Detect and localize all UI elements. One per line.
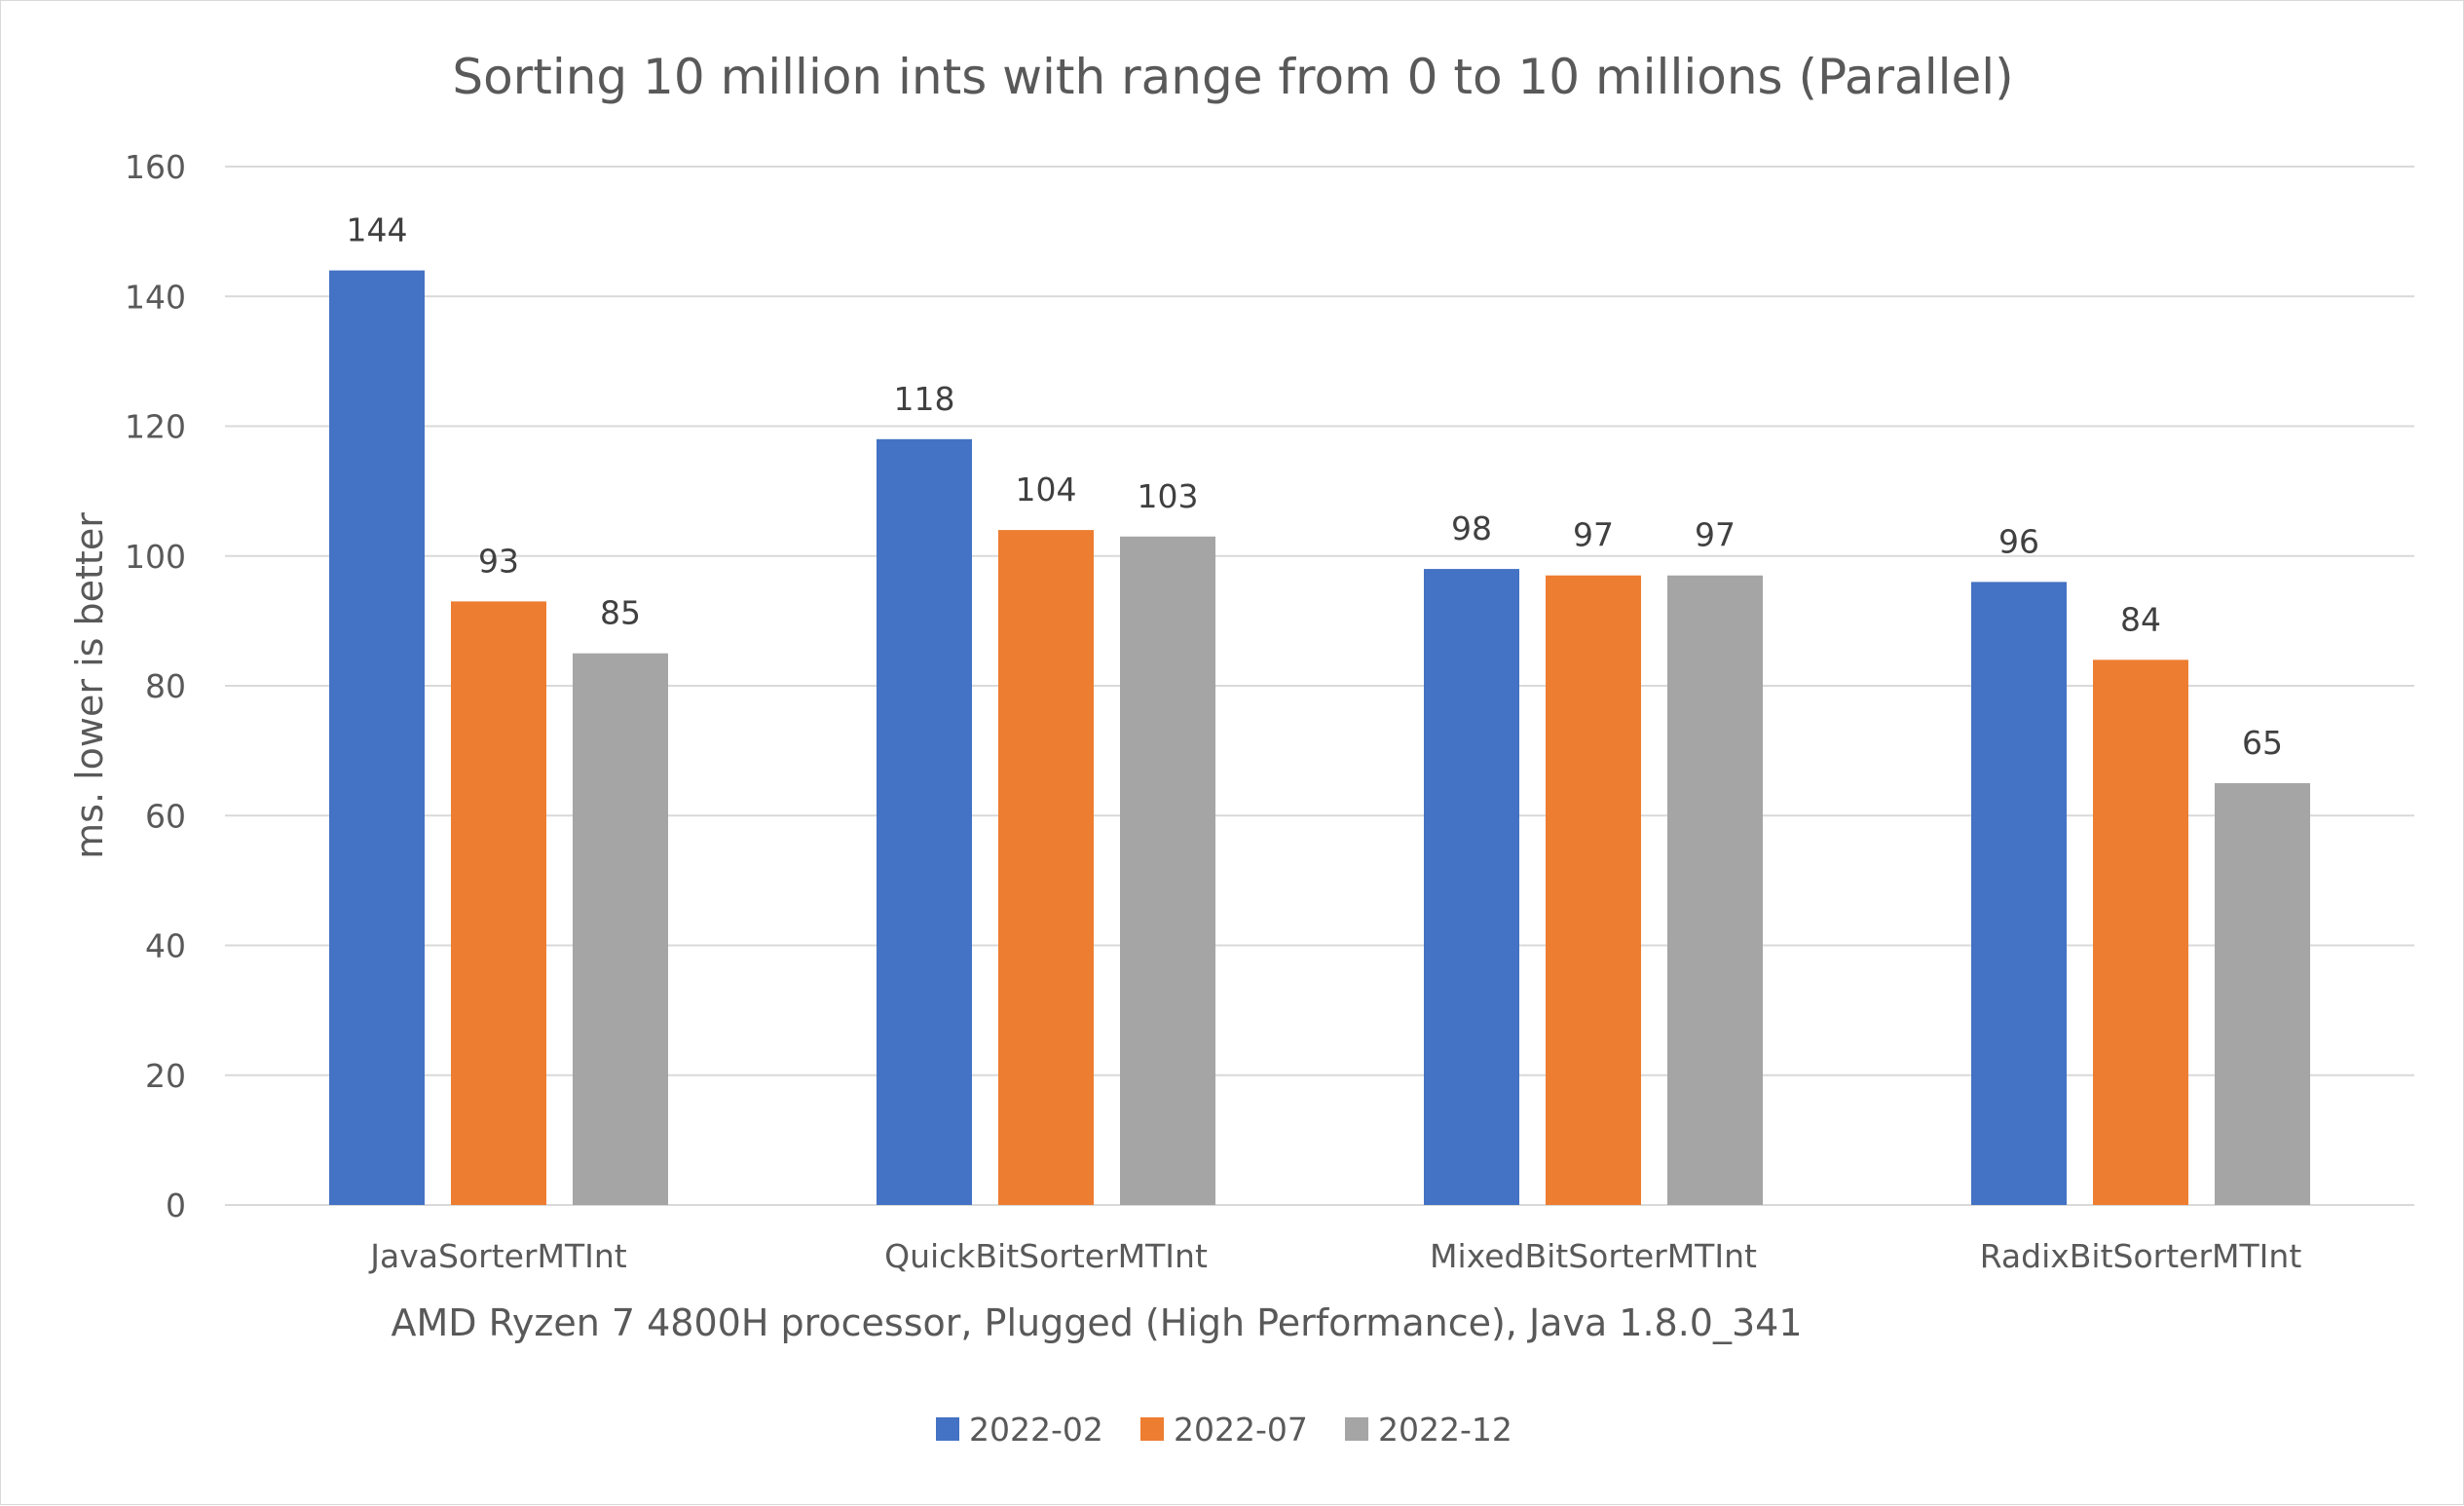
x-tick-label: QuickBitSorterMTInt xyxy=(884,1237,1208,1275)
data-label: 84 xyxy=(2120,600,2161,638)
data-label: 103 xyxy=(1138,477,1199,515)
bar-2022-07-JavaSorterMTInt xyxy=(451,601,546,1205)
data-label: 65 xyxy=(2242,724,2283,762)
y-ticks: 0 20 40 60 80 100 120 140 160 xyxy=(125,148,186,1224)
bar-2022-12-MixedBitSorterMTInt xyxy=(1667,575,1763,1205)
bar-2022-02-RadixBitSorterMTInt xyxy=(1971,582,2067,1205)
y-tick-label: 120 xyxy=(125,408,186,446)
y-tick-label: 60 xyxy=(145,797,186,835)
y-tick-label: 100 xyxy=(125,538,186,576)
x-tick-label: JavaSorterMTInt xyxy=(368,1237,626,1275)
legend-swatch xyxy=(1345,1417,1368,1441)
legend-label: 2022-02 xyxy=(969,1411,1103,1449)
y-tick-label: 160 xyxy=(125,148,186,186)
legend-swatch xyxy=(1140,1417,1164,1441)
data-label: 97 xyxy=(1695,516,1736,554)
data-labels: 144 93 85 118 104 103 98 97 97 96 84 65 xyxy=(347,211,2284,762)
x-tick-label: MixedBitSorterMTInt xyxy=(1430,1237,1757,1275)
bar-2022-02-JavaSorterMTInt xyxy=(329,270,425,1206)
data-label: 85 xyxy=(600,594,641,632)
y-axis-title: ms. lower is better xyxy=(68,512,111,859)
legend-label: 2022-12 xyxy=(1378,1411,1512,1449)
data-label: 118 xyxy=(894,380,955,418)
y-tick-label: 140 xyxy=(125,278,186,316)
data-label: 96 xyxy=(1998,522,2039,560)
bar-2022-07-MixedBitSorterMTInt xyxy=(1546,575,1641,1205)
y-tick-label: 40 xyxy=(145,927,186,965)
y-tick-label: 20 xyxy=(145,1057,186,1095)
legend: 2022-02 2022-07 2022-12 xyxy=(936,1411,1512,1449)
bar-2022-12-JavaSorterMTInt xyxy=(573,653,668,1205)
data-label: 104 xyxy=(1016,471,1077,508)
x-axis-title: AMD Ryzen 7 4800H processor, Plugged (Hi… xyxy=(391,1301,1802,1344)
bar-2022-12-RadixBitSorterMTInt xyxy=(2215,782,2310,1205)
gridlines xyxy=(225,166,2414,1206)
data-label: 97 xyxy=(1573,516,1614,554)
data-label: 98 xyxy=(1451,509,1492,547)
x-tick-label: RadixBitSorterMTInt xyxy=(1980,1237,2302,1275)
bar-2022-07-QuickBitSorterMTInt xyxy=(998,530,1094,1205)
bar-2022-12-QuickBitSorterMTInt xyxy=(1120,536,1215,1205)
bar-2022-02-MixedBitSorterMTInt xyxy=(1424,569,1519,1205)
y-tick-label: 0 xyxy=(166,1186,186,1224)
bar-2022-02-QuickBitSorterMTInt xyxy=(877,438,972,1205)
data-label: 93 xyxy=(478,542,519,580)
bars xyxy=(329,270,2310,1206)
bar-2022-07-RadixBitSorterMTInt xyxy=(2093,659,2188,1205)
x-ticks: JavaSorterMTInt QuickBitSorterMTInt MixedB… xyxy=(368,1237,2301,1275)
chart-title: Sorting 10 million ints with range from … xyxy=(452,49,2013,105)
legend-label: 2022-07 xyxy=(1174,1411,1308,1449)
legend-swatch xyxy=(936,1417,959,1441)
y-tick-label: 80 xyxy=(145,667,186,705)
data-label: 144 xyxy=(347,211,408,249)
